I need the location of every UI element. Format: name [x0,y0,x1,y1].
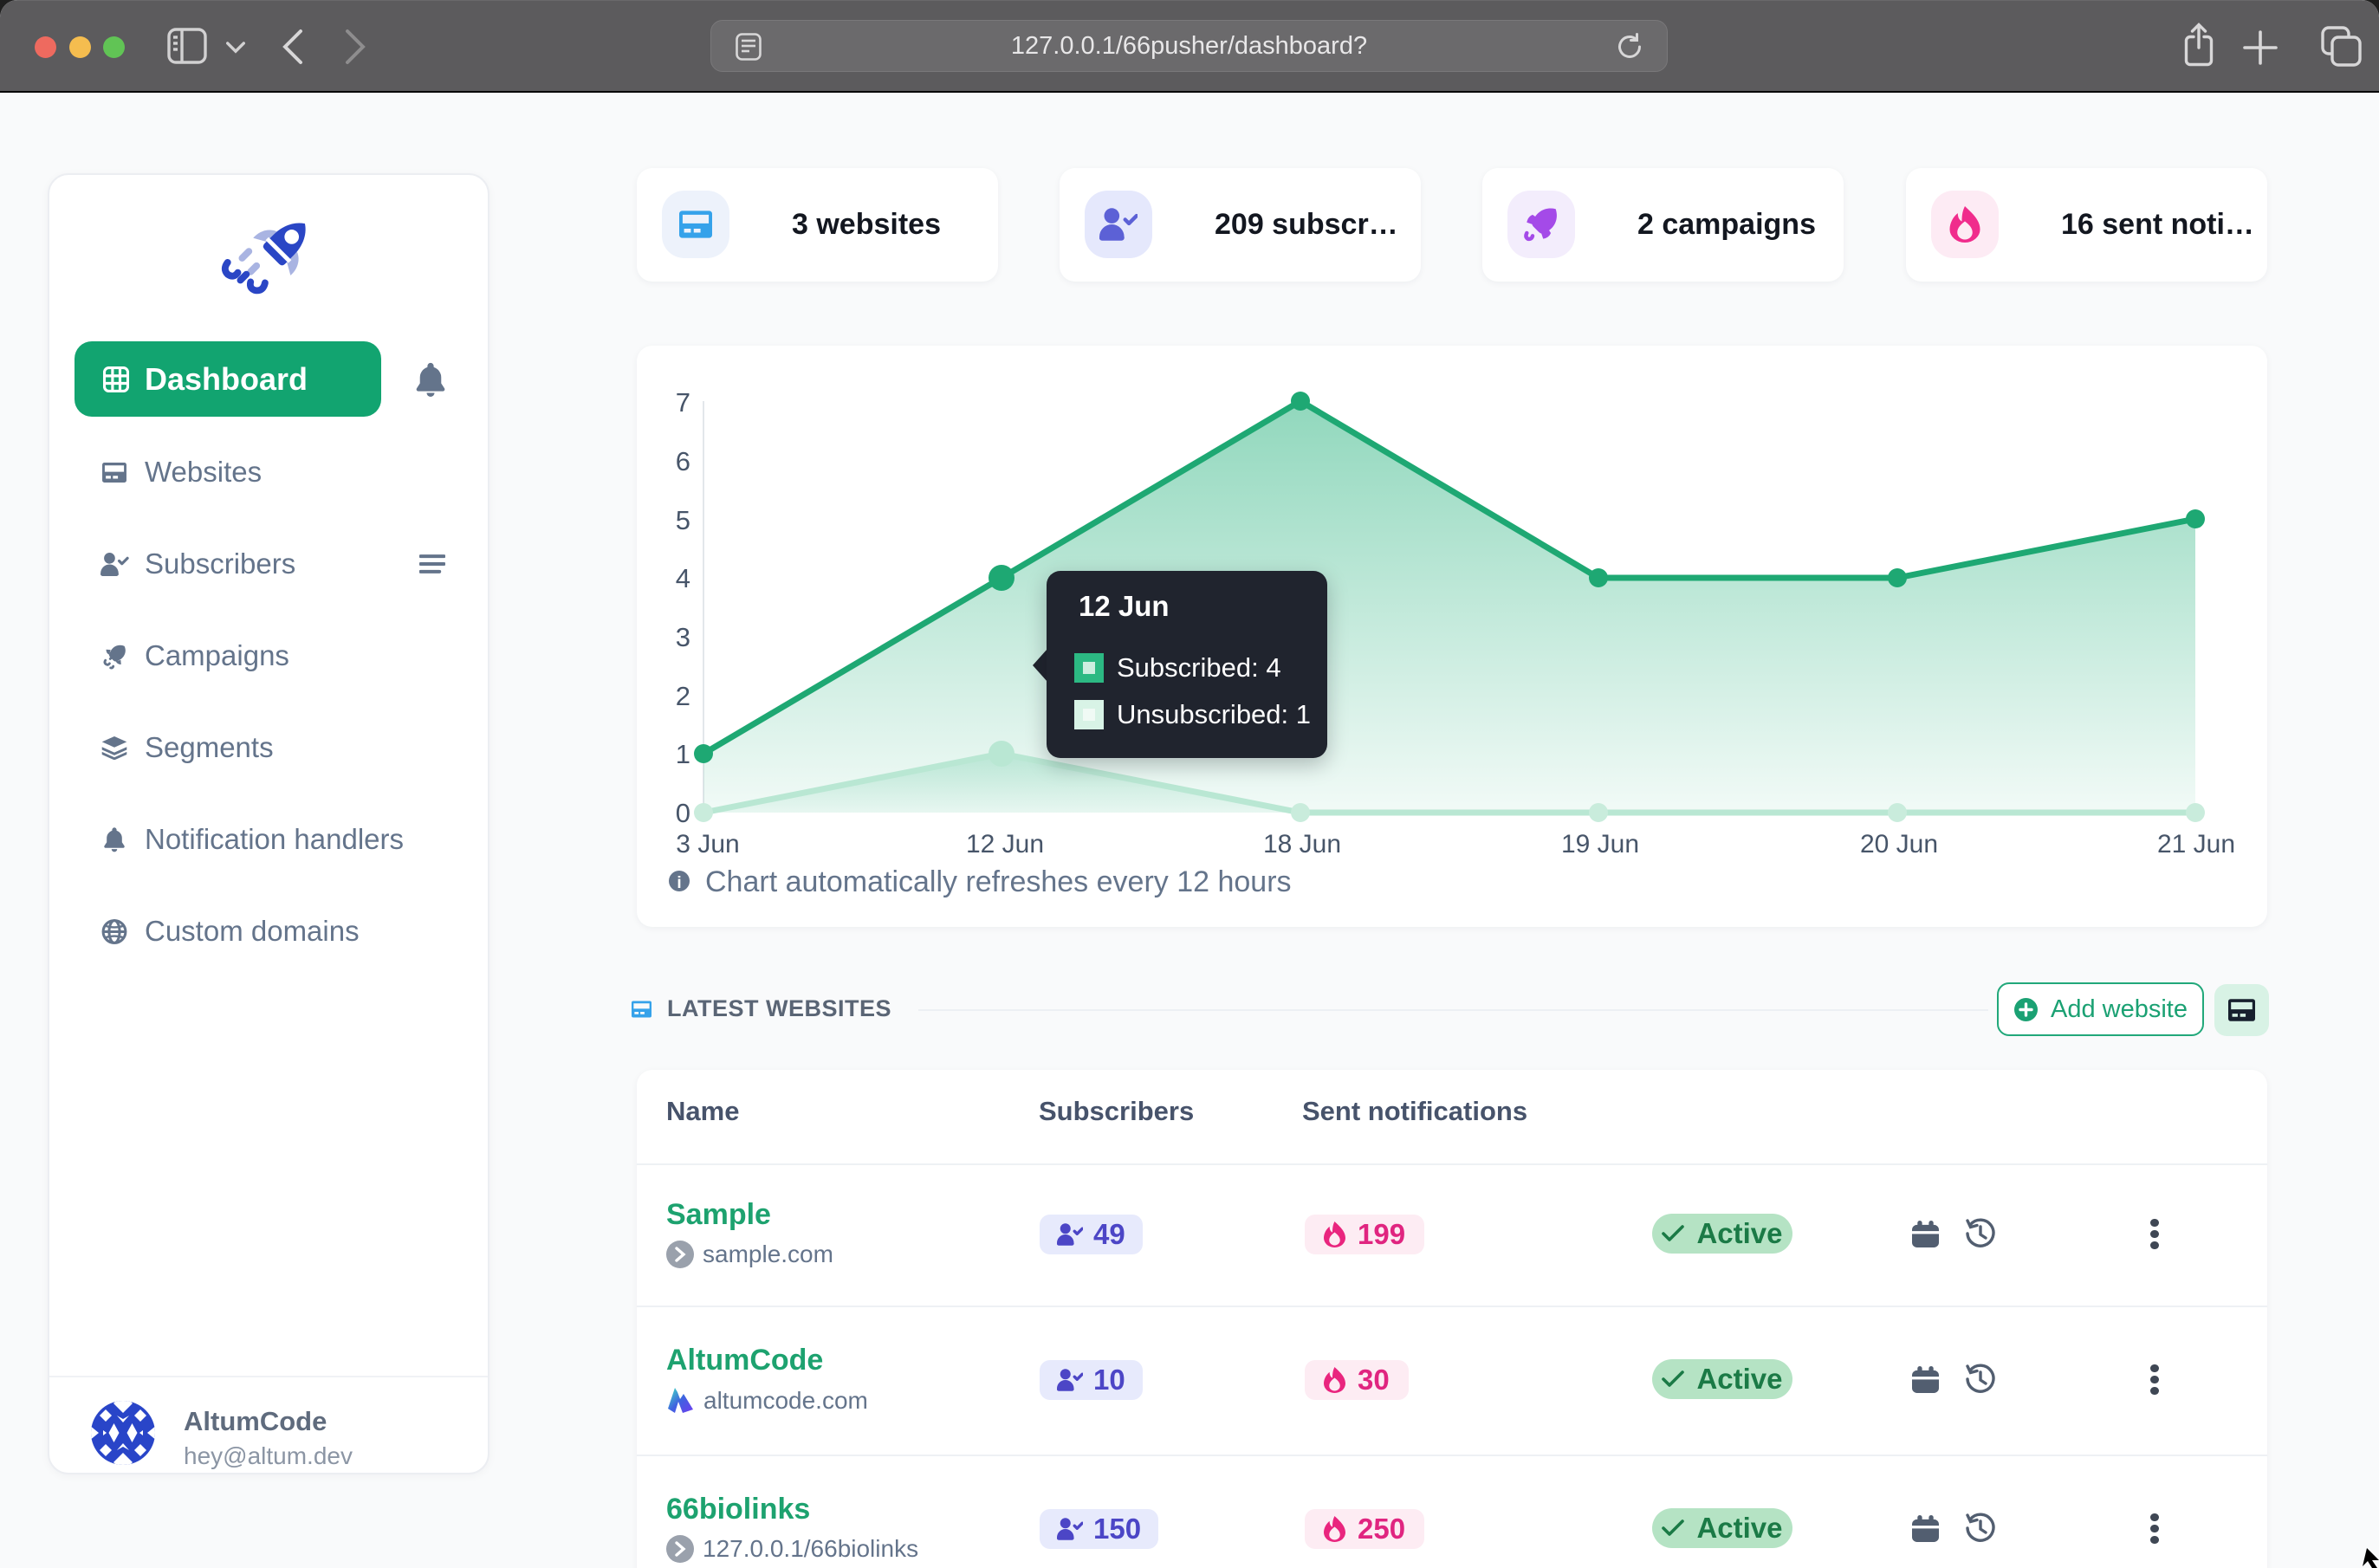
svg-text:19 Jun: 19 Jun [1561,830,1639,859]
svg-text:3 Jun: 3 Jun [676,830,739,859]
svg-text:2: 2 [676,681,690,711]
svg-text:0: 0 [676,798,690,828]
svg-text:3: 3 [676,622,690,652]
svg-text:1: 1 [676,739,690,769]
svg-text:7: 7 [676,387,690,418]
svg-text:5: 5 [676,505,690,535]
svg-text:20 Jun: 20 Jun [1860,830,1938,859]
svg-text:i: i [677,874,681,892]
svg-text:Chart automatically refreshes: Chart automatically refreshes every 12 h… [705,865,1292,898]
svg-text:21 Jun: 21 Jun [2157,830,2235,859]
svg-text:6: 6 [676,446,690,476]
svg-text:12 Jun: 12 Jun [966,830,1044,859]
svg-text:18 Jun: 18 Jun [1263,830,1341,859]
svg-text:4: 4 [676,563,690,593]
